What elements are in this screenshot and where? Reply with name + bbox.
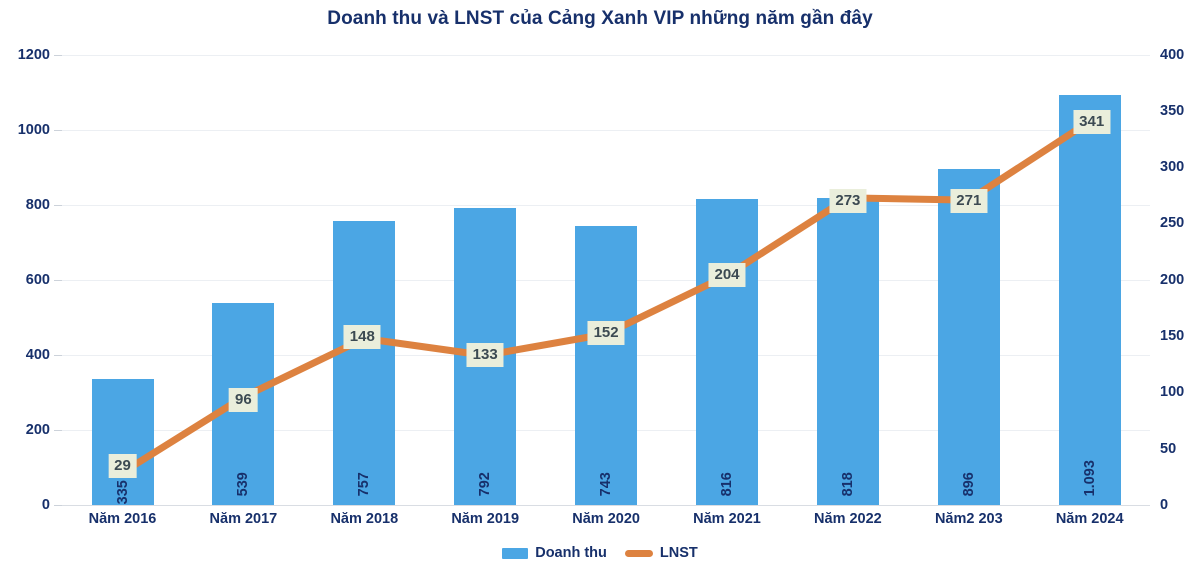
right-axis-tick: 100 [1160, 384, 1185, 400]
gridline [62, 55, 1150, 56]
bar-swatch-icon [502, 547, 529, 559]
tick-mark [54, 280, 62, 281]
x-axis-label-2024: Năm 2024 [1055, 511, 1124, 527]
right-axis-tick: 300 [1160, 159, 1185, 175]
right-axis-tick: 200 [1160, 272, 1185, 288]
legend-label: LNST [659, 545, 698, 561]
line-swatch-icon [624, 549, 653, 557]
left-axis-tick: 0 [41, 497, 50, 513]
lnst-value-label: 273 [829, 189, 867, 213]
lnst-value-label: 341 [1073, 110, 1111, 134]
x-axis-label-2020: Năm 2020 [572, 511, 640, 527]
lnst-value-label: 133 [466, 343, 504, 367]
x-axis-label-2021: Năm 2021 [693, 511, 761, 527]
left-axis-tick: 1000 [17, 122, 50, 138]
bar-2023[interactable] [937, 169, 1000, 505]
bar-2021[interactable] [696, 199, 758, 505]
legend-label: Doanh thu [535, 545, 607, 561]
x-axis-label-2019: Năm 2019 [451, 511, 520, 527]
right-axis-tick: 350 [1160, 103, 1185, 119]
tick-mark [54, 355, 62, 356]
bar-2024[interactable] [1058, 95, 1121, 505]
gridline [62, 205, 1150, 206]
bar-2022[interactable] [816, 198, 879, 505]
bar-2016[interactable] [91, 379, 154, 505]
legend-item-lnst[interactable]: LNST [624, 545, 698, 561]
x-axis-label-2017: Năm 2017 [209, 511, 278, 527]
axis-baseline [62, 505, 1150, 506]
tick-mark [54, 205, 62, 206]
bar-2020[interactable] [575, 226, 638, 505]
chart-title: Doanh thu và LNST của Cảng Xanh VIP nhữn… [327, 8, 873, 29]
right-axis-tick: 150 [1160, 328, 1185, 344]
right-axis-tick: 250 [1160, 215, 1185, 231]
lnst-line-series [119, 117, 1094, 476]
right-axis: 400 350 300 250 200 150 100 50 0 [0, 48, 1200, 512]
right-axis-tick: 0 [1160, 497, 1169, 513]
lnst-value-label: 152 [587, 321, 625, 345]
plot-area: 335 539 757 792 743 816 818 896 1.093 29… [54, 55, 1150, 506]
left-axis-tick: 1200 [17, 47, 50, 63]
tick-mark [54, 130, 62, 131]
lnst-value-label: 29 [108, 454, 137, 478]
lnst-value-label: 204 [708, 263, 746, 287]
x-axis-label-2022: Năm 2022 [814, 511, 882, 527]
x-axis-label-2016: Năm 2016 [88, 511, 157, 527]
x-axis-label-2023: Năm2 203 [934, 511, 1003, 527]
tick-mark [54, 55, 62, 56]
left-axis: 1200 1000 800 600 400 200 0 [0, 48, 1200, 512]
lnst-value-label: 271 [950, 189, 988, 213]
left-axis-tick: 400 [25, 347, 50, 363]
left-axis-tick: 800 [25, 197, 50, 213]
lnst-value-label: 148 [343, 325, 381, 349]
left-axis-tick: 200 [25, 422, 50, 438]
gridline [62, 130, 1150, 131]
lnst-value-label: 96 [229, 388, 258, 412]
bar-2018[interactable] [333, 221, 396, 505]
legend-item-doanh-thu[interactable]: Doanh thu [502, 546, 607, 561]
right-axis-tick: 50 [1160, 441, 1177, 457]
tick-mark [54, 505, 62, 506]
lnst-polyline [119, 117, 1094, 476]
chart-legend: Doanh thu LNST [0, 546, 1200, 561]
right-axis-tick: 400 [1160, 47, 1185, 63]
x-axis-label-2018: Năm 2018 [330, 511, 399, 527]
left-axis-tick: 600 [25, 272, 50, 288]
tick-mark [54, 430, 62, 431]
